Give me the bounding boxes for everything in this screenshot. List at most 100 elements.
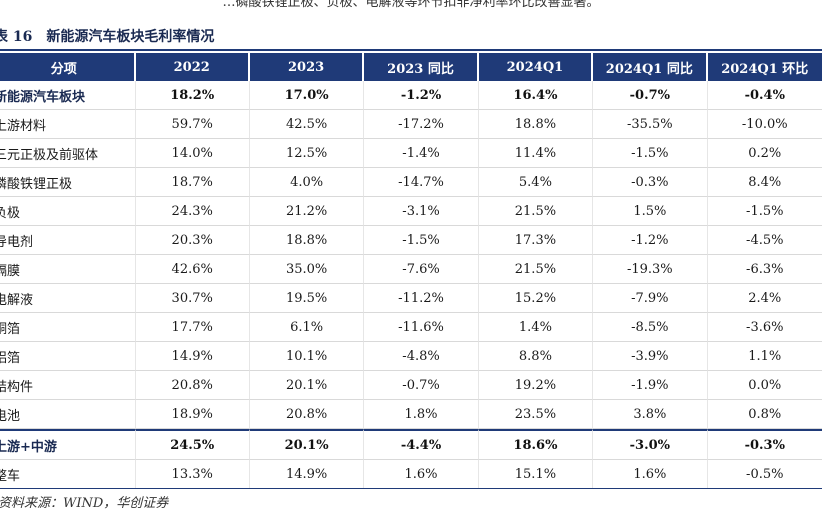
table-cell: -0.3% [593, 168, 708, 197]
row-label: 负极 [0, 197, 136, 226]
table-cell: -1.9% [593, 371, 708, 400]
table-cell: -8.5% [593, 313, 708, 342]
table-cell: 23.5% [478, 400, 594, 429]
table-cell: 8.8% [478, 342, 594, 371]
table-cell: -10.0% [707, 110, 822, 139]
table-cell: -0.7% [364, 371, 479, 400]
table-cell: 0.0% [707, 371, 822, 400]
table-cell: -3.0% [593, 429, 708, 460]
table-cell: 24.5% [135, 429, 250, 460]
table-cell: -19.3% [593, 255, 708, 284]
table-cell: 15.1% [478, 460, 594, 489]
table-cell: 6.1% [249, 313, 365, 342]
header-2024q1-qoq: 2024Q1 环比 [707, 53, 822, 81]
table-cell: 5.4% [478, 168, 594, 197]
table-cell: -0.7% [593, 81, 708, 110]
row-label: 电解液 [0, 284, 136, 313]
table-cell: 14.9% [249, 460, 365, 489]
row-label: 导电剂 [0, 226, 136, 255]
table-cell: -4.8% [364, 342, 479, 371]
table-cell: 18.7% [135, 168, 250, 197]
table-header-row: 分项 2022 2023 2023 同比 2024Q1 2024Q1 同比 20… [0, 53, 822, 81]
table-cell: -0.5% [707, 460, 822, 489]
table-cell: -6.3% [707, 255, 822, 284]
row-label: 结构件 [0, 371, 136, 400]
table-cell: 30.7% [135, 284, 250, 313]
table-cell: 19.2% [478, 371, 594, 400]
table-cell: 18.6% [478, 429, 594, 460]
table-cell: 20.1% [249, 371, 365, 400]
table-cell: -1.2% [593, 226, 708, 255]
row-label: 铝箔 [0, 342, 136, 371]
table-cell: -35.5% [593, 110, 708, 139]
table-cell: 16.4% [478, 81, 594, 110]
table-cell: 1.1% [707, 342, 822, 371]
table-row: 导电剂20.3%18.8%-1.5%17.3%-1.2%-4.5% [0, 226, 822, 255]
table-cell: 18.8% [249, 226, 365, 255]
table-cell: -3.6% [707, 313, 822, 342]
table-cell: 0.2% [707, 139, 822, 168]
header-2024q1: 2024Q1 [478, 53, 594, 81]
source-note: 资料来源：WIND，华创证券 [0, 496, 169, 511]
table-cell: 0.8% [707, 400, 822, 429]
table-cell: -7.9% [593, 284, 708, 313]
table-cell: 3.8% [593, 400, 708, 429]
table-row: 电解液30.7%19.5%-11.2%15.2%-7.9%2.4% [0, 284, 822, 313]
row-label: 铜箔 [0, 313, 136, 342]
table-cell: 14.0% [135, 139, 250, 168]
table-cell: 35.0% [249, 255, 365, 284]
table-cell: -3.9% [593, 342, 708, 371]
table-cell: 4.0% [249, 168, 365, 197]
table-cell: -1.4% [364, 139, 479, 168]
table-cell: 15.2% [478, 284, 594, 313]
table-cell: 17.0% [249, 81, 365, 110]
header-2022: 2022 [135, 53, 250, 81]
table-cell: -0.4% [707, 81, 822, 110]
preceding-paragraph-text: …磷酸铁锂正极、负极、电解液等环节扣非净利率环比改善显著。 [222, 0, 600, 10]
table-row: 结构件20.8%20.1%-0.7%19.2%-1.9%0.0% [0, 371, 822, 400]
table-cell: -3.1% [364, 197, 479, 226]
table-row: 电池18.9%20.8%1.8%23.5%3.8%0.8% [0, 400, 822, 429]
table-cell: -7.6% [364, 255, 479, 284]
title-divider [0, 49, 822, 51]
table-cell: -1.5% [707, 197, 822, 226]
table-cell: 42.5% [249, 110, 365, 139]
table-cell: 20.8% [135, 371, 250, 400]
header-2024q1-yoy: 2024Q1 同比 [593, 53, 708, 81]
table-row: 整车13.3%14.9%1.6%15.1%1.6%-0.5% [0, 460, 822, 489]
table-row: 三元正极及前驱体 14.0% 12.5% -1.4% 11.4% -1.5% 0.2% [0, 139, 822, 168]
header-2023-yoy: 2023 同比 [364, 53, 479, 81]
table-cell: 2.4% [707, 284, 822, 313]
row-label: 上游材料 [0, 110, 136, 139]
header-2023: 2023 [249, 53, 365, 81]
table-cell: 42.6% [135, 255, 250, 284]
table-row: 铝箔14.9%10.1%-4.8%8.8%-3.9%1.1% [0, 342, 822, 371]
table-cell: -4.4% [364, 429, 479, 460]
bottom-divider [0, 488, 822, 489]
table-cell: 21.5% [478, 197, 594, 226]
table-cell: 17.7% [135, 313, 250, 342]
table-cell: 1.8% [364, 400, 479, 429]
table-cell: 14.9% [135, 342, 250, 371]
row-label: 磷酸铁锂正极 [0, 168, 136, 197]
table-cell: 17.3% [478, 226, 594, 255]
table-row: 隔膜42.6%35.0%-7.6%21.5%-19.3%-6.3% [0, 255, 822, 284]
table-cell: -1.5% [593, 139, 708, 168]
table-cell: 1.6% [593, 460, 708, 489]
table-cell: 18.9% [135, 400, 250, 429]
table-cell: 1.6% [364, 460, 479, 489]
table-cell: 19.5% [249, 284, 365, 313]
table-cell: 21.2% [249, 197, 365, 226]
table-row: 负极24.3%21.2%-3.1%21.5%1.5%-1.5% [0, 197, 822, 226]
table-cell: -14.7% [364, 168, 479, 197]
row-label: 新能源汽车板块 [0, 81, 136, 110]
table-cell: 11.4% [478, 139, 594, 168]
table-cell: 24.3% [135, 197, 250, 226]
table-row: 磷酸铁锂正极 18.7% 4.0% -14.7% 5.4% -0.3% 8.4% [0, 168, 822, 197]
table-cell: -4.5% [707, 226, 822, 255]
table-row: 上游+中游 24.5% 20.1% -4.4% 18.6% -3.0% -0.3% [0, 429, 822, 460]
table-cell: 20.3% [135, 226, 250, 255]
table-row: 铜箔17.7%6.1%-11.6%1.4%-8.5%-3.6% [0, 313, 822, 342]
table-cell: 21.5% [478, 255, 594, 284]
table-cell: 12.5% [249, 139, 365, 168]
